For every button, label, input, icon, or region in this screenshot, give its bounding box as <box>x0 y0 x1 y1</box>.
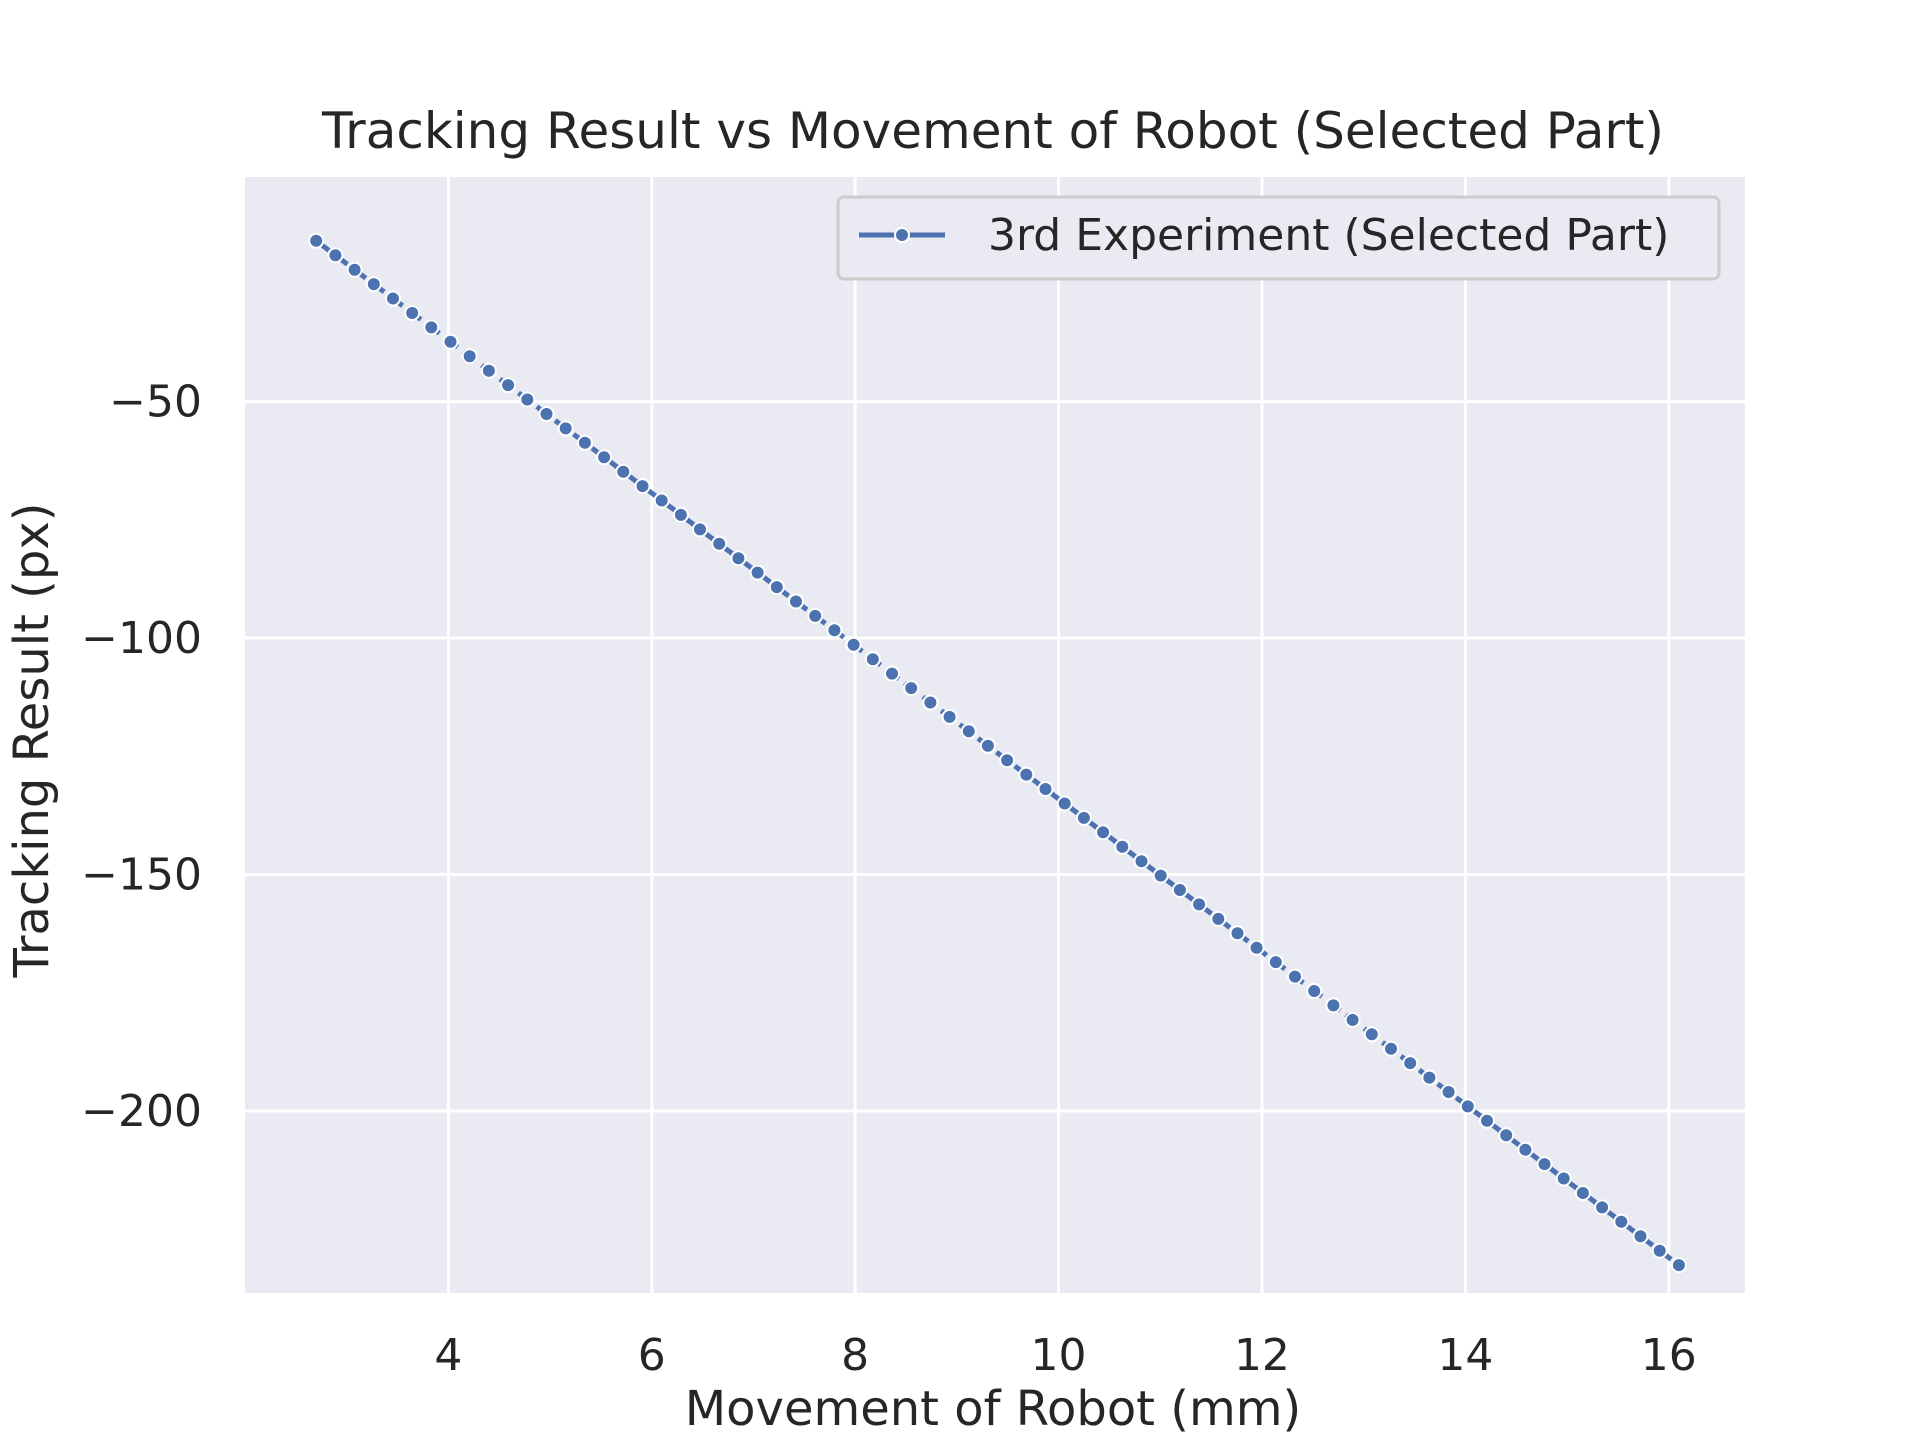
data-point <box>346 261 363 278</box>
data-point <box>1325 997 1342 1014</box>
data-point <box>327 247 344 264</box>
data-point <box>1670 1257 1687 1274</box>
chart-title: Tracking Result vs Movement of Robot (Se… <box>321 102 1664 160</box>
data-point <box>1555 1170 1572 1187</box>
data-point <box>538 406 555 422</box>
tick-labels: 4 6 8 10 12 14 16 −50 −100 −150 −200 <box>81 377 1697 1381</box>
data-point <box>1574 1185 1591 1201</box>
data-point <box>1248 939 1265 956</box>
data-point <box>1133 853 1150 870</box>
data-point <box>1114 838 1131 855</box>
data-point <box>1383 1040 1399 1057</box>
x-tick-label: 14 <box>1437 1330 1493 1381</box>
data-point <box>884 665 900 682</box>
data-point <box>1056 795 1073 812</box>
data-point <box>711 535 728 552</box>
y-tick-label: −50 <box>109 377 202 428</box>
data-point <box>864 651 881 668</box>
x-tick-label: 12 <box>1234 1330 1290 1381</box>
data-point <box>1632 1228 1649 1245</box>
data-point <box>845 636 862 653</box>
data-point <box>500 377 517 394</box>
data-point <box>1421 1069 1438 1086</box>
data-point <box>1402 1055 1419 1072</box>
data-point <box>1459 1098 1476 1115</box>
data-point <box>1152 867 1169 884</box>
data-point <box>807 607 824 624</box>
data-point <box>519 391 536 408</box>
data-point <box>1267 954 1284 971</box>
data-point <box>1171 882 1188 898</box>
data-point <box>692 521 708 538</box>
data-point <box>979 737 996 754</box>
data-point <box>1498 1127 1515 1144</box>
y-tick-label: −100 <box>81 613 202 664</box>
y-tick-label: −200 <box>81 1086 202 1137</box>
data-point <box>749 564 766 581</box>
data-point <box>1287 968 1303 985</box>
data-point <box>1651 1242 1668 1259</box>
data-point <box>903 680 920 697</box>
data-point <box>634 478 651 495</box>
data-point <box>768 579 785 596</box>
y-axis-label: Tracking Result (px) <box>4 503 60 979</box>
data-point <box>922 694 939 711</box>
data-point <box>1037 781 1054 797</box>
data-point <box>308 232 325 249</box>
data-point <box>1613 1213 1630 1230</box>
legend-entry-label: 3rd Experiment (Selected Part) <box>988 210 1669 261</box>
plot-area <box>245 177 1745 1293</box>
legend-box <box>836 195 1721 281</box>
data-point <box>1536 1156 1553 1173</box>
data-point <box>1479 1112 1495 1129</box>
data-point <box>1440 1084 1457 1100</box>
data-point <box>1095 824 1112 841</box>
data-point <box>576 434 593 451</box>
data-point <box>1363 1026 1380 1043</box>
data-point <box>423 319 440 336</box>
x-tick-label: 8 <box>841 1330 869 1381</box>
data-point <box>1594 1199 1611 1216</box>
data-point <box>1344 1011 1361 1028</box>
x-tick-label: 6 <box>638 1330 666 1381</box>
data-point <box>730 550 747 567</box>
data-point <box>1306 983 1323 999</box>
x-axis-label: Movement of Robot (mm) <box>685 1381 1301 1437</box>
grid-lines <box>245 177 1745 1293</box>
data-point <box>1018 766 1035 783</box>
data-point <box>1517 1141 1534 1158</box>
data-point <box>1210 910 1227 927</box>
data-point <box>596 449 613 466</box>
data-point <box>672 506 689 523</box>
data-point <box>461 348 478 365</box>
data-point <box>941 708 958 725</box>
data-point <box>960 723 977 740</box>
x-tick-label: 16 <box>1641 1330 1697 1381</box>
y-tick-label: −150 <box>81 850 202 901</box>
data-point <box>826 622 843 639</box>
data-point <box>365 276 382 293</box>
data-point <box>1191 896 1208 913</box>
data-point <box>557 420 574 437</box>
x-tick-label: 10 <box>1031 1330 1087 1381</box>
series-layer <box>308 232 1687 1274</box>
data-point <box>385 290 401 307</box>
data-point <box>442 333 459 350</box>
data-point <box>999 752 1016 769</box>
data-point <box>1229 925 1246 942</box>
legend-marker-sample <box>894 227 910 243</box>
data-point <box>653 492 670 509</box>
x-tick-label: 4 <box>434 1330 462 1381</box>
data-point <box>404 305 421 321</box>
data-point <box>480 362 497 379</box>
data-point <box>788 593 804 610</box>
legend: 3rd Experiment (Selected Part) <box>836 195 1721 281</box>
data-point <box>1075 809 1092 826</box>
data-point <box>615 463 632 480</box>
